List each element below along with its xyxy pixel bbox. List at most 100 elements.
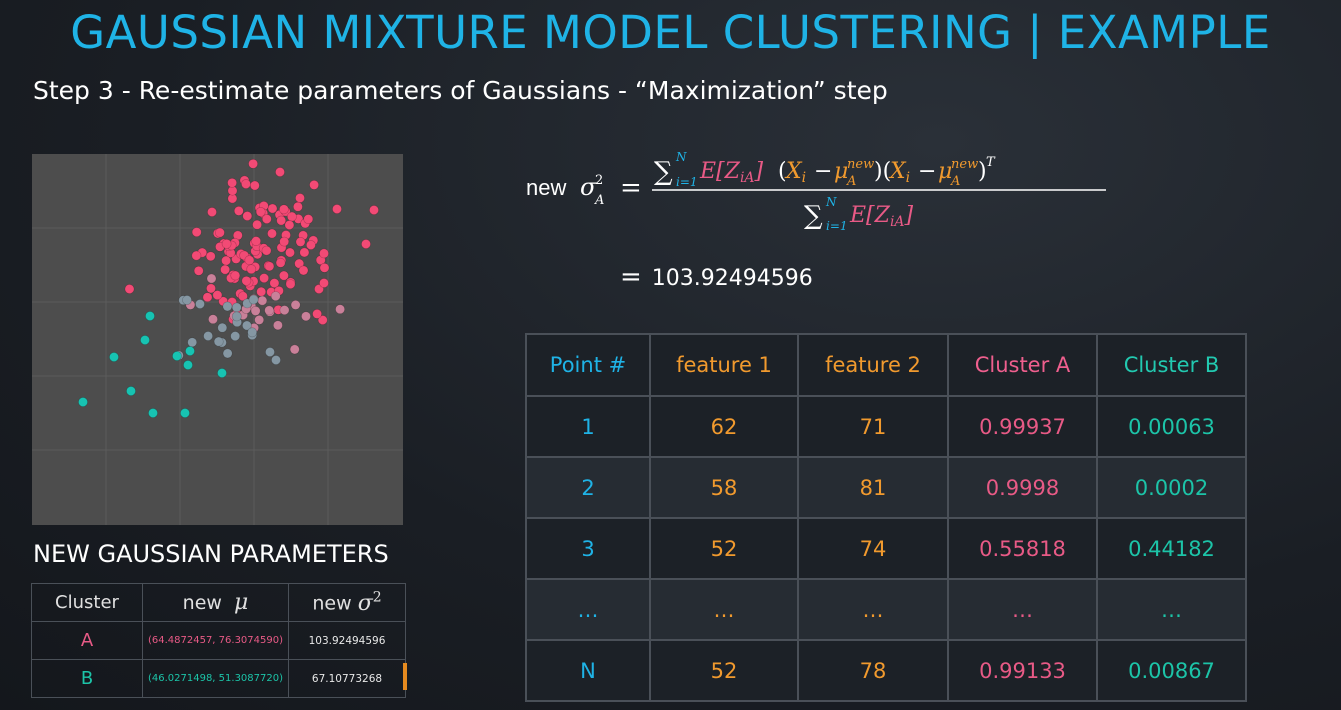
formula-lhs-sigma: σ xyxy=(580,173,597,201)
cluster-a-point xyxy=(233,206,244,216)
cluster-a-point xyxy=(191,227,202,237)
mixed-point xyxy=(182,295,192,305)
cluster-a-point xyxy=(309,179,319,190)
cluster-a-point xyxy=(207,207,217,217)
mixed-point xyxy=(271,355,281,365)
mixed-point xyxy=(187,337,198,348)
cluster-a-point xyxy=(230,270,241,281)
data-header-row: Point # feature 1 feature 2 Cluster A Cl… xyxy=(525,333,1247,397)
cluster-a-point xyxy=(221,238,232,249)
mixed-point xyxy=(230,331,241,341)
cluster-a-point xyxy=(264,261,275,272)
cluster-b-point xyxy=(78,397,88,407)
mixed-point xyxy=(250,305,261,316)
table-row: N 52 78 0.99133 0.00867 xyxy=(525,639,1247,702)
cell-feature2: … xyxy=(797,578,949,641)
formula-num-mu2-sup: new xyxy=(951,157,978,172)
result-value: 103.92494596 xyxy=(651,266,813,291)
mixed-point xyxy=(247,327,258,338)
mixed-point xyxy=(270,291,281,301)
responsibility-table: Point # feature 1 feature 2 Cluster A Cl… xyxy=(525,333,1247,702)
cluster-a-point xyxy=(284,220,295,230)
mixed-point xyxy=(335,304,345,315)
cluster-b-point xyxy=(183,360,193,370)
cluster-a-point xyxy=(202,292,213,303)
formula-den-sum: ∑ xyxy=(804,201,823,231)
table-row: 1 62 71 0.99937 0.00063 xyxy=(525,395,1247,458)
formula-num-x2: Xi xyxy=(888,159,910,186)
mu-symbol: μ xyxy=(234,590,249,615)
params-heading: NEW GAUSSIAN PARAMETERS xyxy=(33,540,389,568)
orange-marker xyxy=(403,663,407,690)
cell-feature1: 52 xyxy=(649,639,799,702)
cluster-a-point xyxy=(295,193,305,203)
formula-num-minus2: − xyxy=(918,159,936,184)
formula-num-mu2: μ xyxy=(938,159,952,184)
cluster-a-point xyxy=(206,283,216,294)
sigma-symbol: σ2 xyxy=(357,589,382,616)
mixed-point xyxy=(254,314,265,325)
params-header-cluster: Cluster xyxy=(31,583,143,622)
cell-feature1: … xyxy=(649,578,799,641)
scatter-svg xyxy=(32,154,403,525)
cluster-a-point xyxy=(267,203,278,214)
cluster-a-point xyxy=(237,291,248,302)
cluster-b-point xyxy=(109,352,119,362)
cell-point: 2 xyxy=(525,456,651,519)
params-row-a: A (64.4872457, 76.3074590) 103.92494596 xyxy=(31,621,406,660)
params-header-row: Cluster new μ new σ2 xyxy=(31,583,406,622)
params-row-b: B (46.0271498, 51.3087720) 67.10773268 xyxy=(31,659,406,698)
mixed-point xyxy=(206,273,217,284)
formula-num-lower: i=1 xyxy=(676,175,698,189)
page-title: GAUSSIAN MIXTURE MODEL CLUSTERING | EXAM… xyxy=(70,6,1271,59)
mixed-point xyxy=(301,311,311,322)
step-subtitle: Step 3 - Re-estimate parameters of Gauss… xyxy=(33,76,888,105)
cluster-a-point xyxy=(292,201,303,212)
cluster-a-point xyxy=(285,247,295,258)
params-header-sigma-label: new xyxy=(312,592,352,615)
cell-cluster-b: 0.00063 xyxy=(1096,395,1247,458)
cluster-a-point xyxy=(298,265,309,276)
cluster-a-point xyxy=(244,255,255,266)
cluster-a-point xyxy=(276,215,287,226)
formula-num-x1: Xi xyxy=(784,159,806,186)
cluster-a-point xyxy=(295,237,306,247)
cluster-a-point xyxy=(317,315,328,325)
cluster-a-point xyxy=(279,236,290,247)
cell-cluster-a: … xyxy=(947,578,1098,641)
mixed-point xyxy=(241,320,252,331)
cluster-a-point xyxy=(278,270,289,281)
cluster-a-point xyxy=(369,205,379,215)
header-feature1: feature 1 xyxy=(649,333,799,397)
params-mu-b: (46.0271498, 51.3087720) xyxy=(142,659,289,698)
header-point: Point # xyxy=(525,333,651,397)
cluster-a-point xyxy=(251,236,261,246)
cluster-a-point xyxy=(303,214,314,224)
header-feature2: feature 2 xyxy=(797,333,949,397)
cluster-a-point xyxy=(285,279,296,290)
cluster-b-point xyxy=(180,408,190,418)
params-table: Cluster new μ new σ2 A (64.4872457, 76.3… xyxy=(31,583,406,698)
cluster-a-point xyxy=(242,211,253,221)
cluster-b-point xyxy=(185,346,195,356)
formula-equals: = xyxy=(620,173,642,203)
params-cluster-a: A xyxy=(31,621,143,660)
formula-lhs-exp: 2 xyxy=(595,173,603,188)
formula-num-expectation: E[ZiA] xyxy=(699,159,764,186)
mixed-point xyxy=(257,295,268,306)
cell-cluster-a: 0.99133 xyxy=(947,639,1098,702)
formula-den-lower: i=1 xyxy=(826,219,848,233)
mixed-point xyxy=(279,305,290,315)
table-row: 2 58 81 0.9998 0.0002 xyxy=(525,456,1247,519)
formula-num-sum: ∑ xyxy=(654,157,673,187)
mixed-point xyxy=(264,305,275,316)
mixed-point xyxy=(195,299,205,309)
cluster-a-point xyxy=(267,228,277,239)
cluster-b-point xyxy=(140,335,150,345)
cell-cluster-a: 0.99937 xyxy=(947,395,1098,458)
params-header-mu: new μ xyxy=(142,583,289,622)
formula-num-mu1-sup: new xyxy=(847,157,874,172)
formula-num-mu1: μ xyxy=(834,159,848,184)
cell-point: N xyxy=(525,639,651,702)
params-header-sigma: new σ2 xyxy=(288,583,406,622)
